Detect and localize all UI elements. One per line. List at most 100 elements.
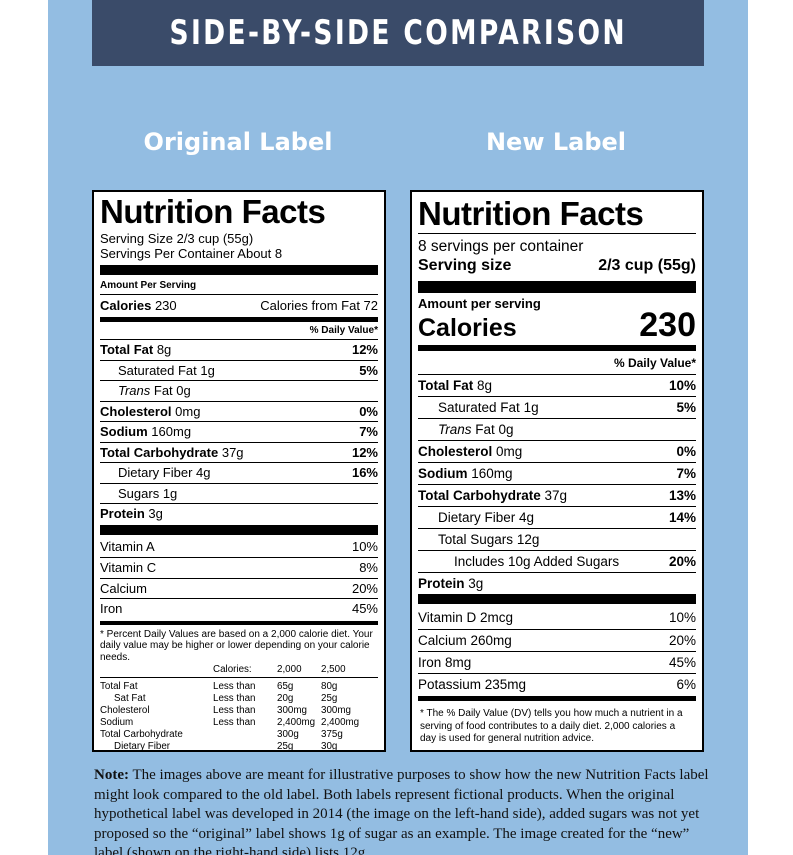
new-row-label: Dietary Fiber 4g: [438, 510, 534, 525]
fn-cell: 30g: [321, 741, 338, 752]
original-calories-label: Calories: [100, 298, 152, 313]
nutrient-dv: 20%: [668, 554, 696, 569]
nutrient-name: Dietary Fiber: [118, 465, 193, 480]
original-row-total-fat: Total Fat 8g 12%: [100, 339, 378, 360]
new-servings-per-container: 8 servings per container: [418, 238, 584, 255]
fn-cell: Dietary Fiber: [114, 741, 171, 752]
original-row-label: Saturated Fat 1g: [118, 363, 215, 378]
new-title-divider: [418, 233, 696, 234]
nutrient-dv: 7%: [359, 424, 378, 439]
original-footnote-divider: [100, 677, 378, 678]
vitamin-name: Vitamin A: [100, 538, 155, 554]
fn-cell: 2,400mg: [277, 717, 316, 728]
vitamin-name: Vitamin D 2mcg: [418, 610, 514, 625]
new-row-total-carbohydrate: Total Carbohydrate 37g 13%: [418, 484, 696, 506]
new-row-label: Saturated Fat 1g: [438, 400, 539, 415]
nutrient-name: Total Fat: [418, 378, 474, 393]
nutrient-amount: 3g: [148, 506, 163, 521]
original-calories-row: Calories 230 Calories from Fat 72: [100, 295, 378, 315]
original-row-label: Sodium 160mg: [100, 424, 191, 439]
nutrient-name: Trans: [118, 383, 151, 398]
original-row-protein: Protein 3g: [100, 503, 378, 524]
original-calories: Calories 230: [100, 298, 177, 313]
fn-cell: 2,500: [321, 664, 346, 675]
original-row-label: Cholesterol 0mg: [100, 404, 200, 419]
vitamin-name: Iron 8mg: [418, 655, 472, 670]
original-serving-size: Serving Size 2/3 cup (55g): [100, 231, 254, 246]
nutrient-amount: 0mg: [496, 444, 523, 459]
original-title: Nutrition Facts: [100, 193, 326, 230]
original-row-saturated-fat: Saturated Fat 1g 5%: [100, 359, 378, 381]
fn-cell: 25g: [277, 741, 294, 752]
fn-cell: 2,400mg: [321, 717, 360, 728]
original-row-vitamin-a: Vitamin A 10%: [100, 537, 378, 558]
new-row-total-fat: Total Fat 8g 10%: [418, 374, 696, 396]
original-row-dietary-fiber: Dietary Fiber 4g 16%: [100, 462, 378, 483]
original-row-iron: Iron 45%: [100, 598, 378, 619]
nutrient-name: Protein: [418, 576, 465, 591]
nutrient-dv: 7%: [676, 466, 696, 481]
original-row-label: Sugars 1g: [118, 486, 177, 501]
original-divider: [100, 294, 378, 295]
fn-cell: Less than: [213, 717, 256, 728]
nutrient-dv: 14%: [668, 510, 696, 525]
vitamin-name: Potassium 235mg: [418, 677, 527, 692]
original-row-sodium: Sodium 160mg 7%: [100, 421, 378, 442]
nutrient-name: Sodium: [418, 466, 468, 481]
original-calories-value: 230: [154, 298, 177, 313]
vitamin-name: Vitamin C: [100, 560, 157, 575]
fn-cell: [100, 664, 213, 676]
original-row-calcium: Calcium 20%: [100, 577, 378, 599]
new-row-label: Total Carbohydrate 37g: [418, 488, 567, 503]
original-row-cholesterol: Cholesterol 0mg 0%: [100, 400, 378, 422]
new-amount-per-serving: Amount per serving: [418, 296, 541, 311]
original-footnote-table-body: Total Fat Less than 65g 80g Sat Fat Less…: [100, 681, 378, 753]
nutrient-name: Saturated Fat: [118, 362, 197, 378]
original-footnote-table-header: Calories: 2,000 2,500: [100, 664, 378, 676]
original-amount-per-serving: Amount Per Serving: [100, 280, 197, 291]
nutrient-name: Total Carbohydrate: [418, 488, 541, 503]
new-row-label: Protein 3g: [418, 576, 483, 591]
new-title: Nutrition Facts: [418, 195, 644, 232]
nutrient-name: Protein: [100, 506, 145, 521]
note-paragraph: Note: The images above are meant for ill…: [94, 766, 714, 855]
fn-cell: Total Fat: [100, 681, 138, 692]
new-divider-med: [418, 345, 696, 351]
nutrient-name: Dietary Fiber: [438, 510, 516, 525]
vitamin-dv: 10%: [668, 610, 696, 625]
nutrient-dv: 10%: [668, 378, 696, 393]
vitamin-dv: 20%: [668, 633, 696, 648]
vitamin-dv: 20%: [351, 580, 378, 596]
fn-cell: [213, 741, 277, 753]
new-serving-size-value: 2/3 cup (55g): [598, 257, 696, 274]
new-divider-thick-2: [418, 594, 696, 604]
new-row-potassium: Potassium 235mg 6%: [418, 673, 696, 695]
new-label-heading: New Label: [485, 128, 627, 156]
fn-cell: 375g: [321, 729, 343, 740]
fn-cell: Less than: [213, 705, 256, 716]
banner-title: SIDE-BY-SIDE COMPARISON: [169, 13, 627, 53]
original-row-label: Total Carbohydrate 37g: [100, 445, 244, 460]
nutrient-dv: 13%: [668, 488, 696, 503]
original-calories-from-fat: Calories from Fat 72: [260, 298, 378, 313]
vitamin-dv: 10%: [351, 538, 378, 554]
new-row-added-sugars: Includes 10g Added Sugars 20%: [418, 550, 696, 572]
comparison-panel: SIDE-BY-SIDE COMPARISON Original Label N…: [48, 0, 748, 855]
new-row-saturated-fat: Saturated Fat 1g 5%: [418, 396, 696, 418]
fn-cell: Total Carbohydrate: [100, 729, 183, 740]
nutrient-amount: 12g: [516, 532, 540, 547]
vitamin-name: Calcium: [100, 580, 147, 596]
fn-cell: 300g: [277, 729, 299, 740]
nutrient-amount: 8g: [156, 342, 172, 357]
original-row-trans-fat: Trans Fat 0g: [100, 380, 378, 401]
nutrient-amount: 160mg: [471, 466, 513, 481]
new-row-cholesterol: Cholesterol 0mg 0%: [418, 440, 696, 462]
fn-cell: Calories:: [213, 664, 252, 675]
nutrient-name: Sodium: [100, 424, 148, 439]
new-divider-thick: [418, 281, 696, 293]
fn-cell: 20g: [277, 693, 294, 704]
fn-cell: Less than: [213, 693, 256, 704]
banner: SIDE-BY-SIDE COMPARISON: [92, 0, 704, 66]
nutrient-amount: Fat 0g: [475, 422, 514, 437]
nutrient-amount: Fat 0g: [153, 383, 191, 398]
